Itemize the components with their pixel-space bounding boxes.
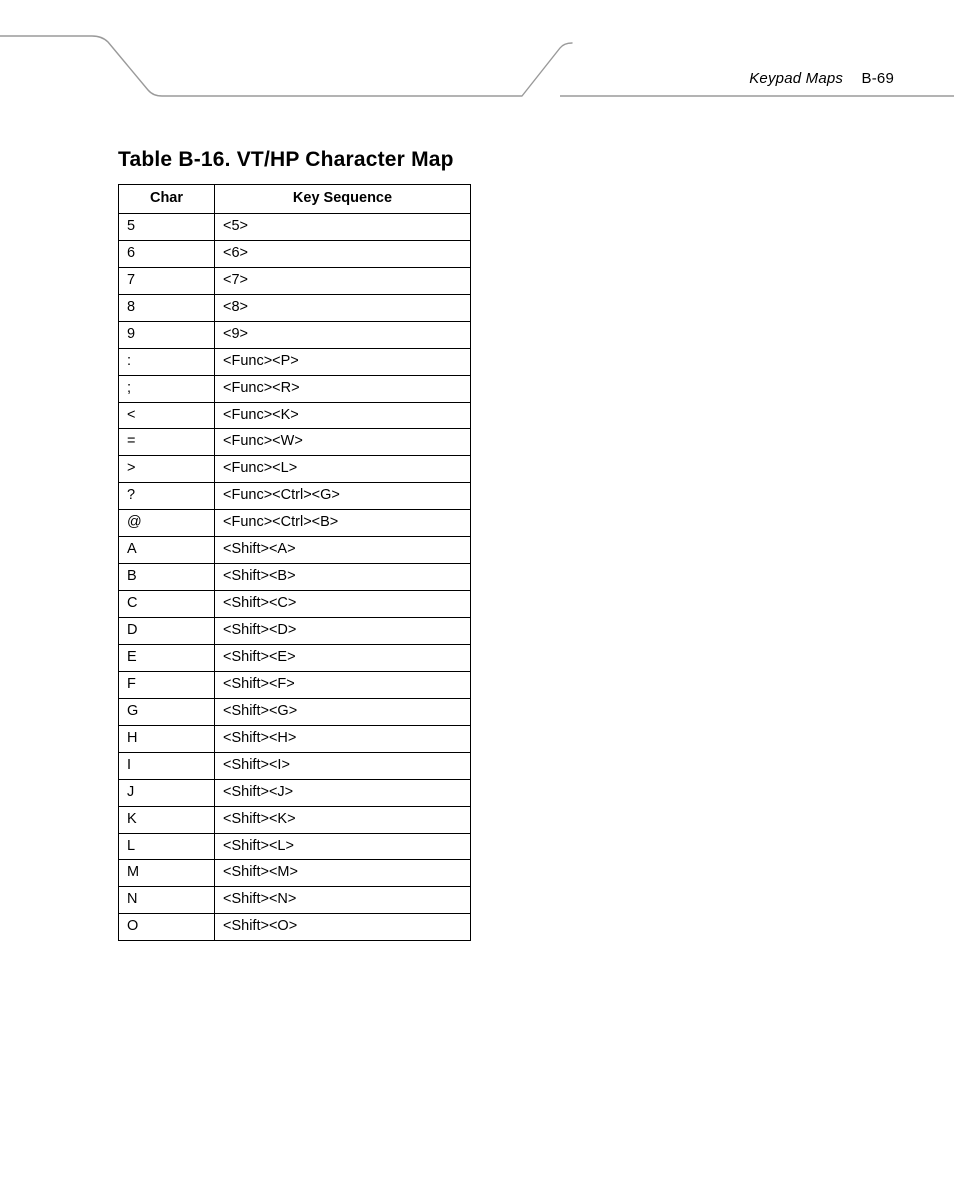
cell-char: > <box>119 456 215 483</box>
table-row: M<Shift><M> <box>119 860 471 887</box>
page-number: B-69 <box>862 70 895 87</box>
section-name: Keypad Maps <box>749 70 843 87</box>
header-rule-icon <box>0 0 954 110</box>
cell-keyseq: <Shift><E> <box>215 644 471 671</box>
cell-keyseq: <5> <box>215 213 471 240</box>
table-row: F<Shift><F> <box>119 671 471 698</box>
cell-keyseq: <Shift><C> <box>215 591 471 618</box>
table-row: K<Shift><K> <box>119 806 471 833</box>
table-row: <<Func><K> <box>119 402 471 429</box>
table-row: H<Shift><H> <box>119 725 471 752</box>
table-row: @<Func><Ctrl><B> <box>119 510 471 537</box>
cell-keyseq: <9> <box>215 321 471 348</box>
cell-keyseq: <Func><L> <box>215 456 471 483</box>
cell-keyseq: <6> <box>215 240 471 267</box>
cell-keyseq: <Func><Ctrl><B> <box>215 510 471 537</box>
table-title: Table B-16. VT/HP Character Map <box>118 148 478 172</box>
cell-keyseq: <Shift><B> <box>215 564 471 591</box>
cell-char: 6 <box>119 240 215 267</box>
cell-char: 8 <box>119 294 215 321</box>
cell-keyseq: <Shift><A> <box>215 537 471 564</box>
cell-char: 7 <box>119 267 215 294</box>
table-row: 9<9> <box>119 321 471 348</box>
table-row: 6<6> <box>119 240 471 267</box>
table-row: G<Shift><G> <box>119 698 471 725</box>
table-row: ?<Func><Ctrl><G> <box>119 483 471 510</box>
cell-char: @ <box>119 510 215 537</box>
cell-char: E <box>119 644 215 671</box>
table-header-row: Char Key Sequence <box>119 185 471 214</box>
cell-keyseq: <Shift><D> <box>215 618 471 645</box>
col-header-char: Char <box>119 185 215 214</box>
running-head: Keypad Maps B-69 <box>749 70 894 87</box>
character-map-table: Char Key Sequence 5<5>6<6>7<7>8<8>9<9>:<… <box>118 184 471 941</box>
cell-keyseq: <7> <box>215 267 471 294</box>
cell-char: J <box>119 779 215 806</box>
cell-keyseq: <Shift><N> <box>215 887 471 914</box>
cell-char: F <box>119 671 215 698</box>
table-row: :<Func><P> <box>119 348 471 375</box>
table-row: 8<8> <box>119 294 471 321</box>
cell-keyseq: <Func><W> <box>215 429 471 456</box>
cell-keyseq: <Shift><M> <box>215 860 471 887</box>
table-row: 5<5> <box>119 213 471 240</box>
cell-keyseq: <Shift><K> <box>215 806 471 833</box>
cell-char: M <box>119 860 215 887</box>
cell-char: I <box>119 752 215 779</box>
cell-char: B <box>119 564 215 591</box>
table-row: O<Shift><O> <box>119 914 471 941</box>
cell-keyseq: <Shift><F> <box>215 671 471 698</box>
table-row: N<Shift><N> <box>119 887 471 914</box>
cell-char: L <box>119 833 215 860</box>
cell-char: ; <box>119 375 215 402</box>
cell-keyseq: <Func><K> <box>215 402 471 429</box>
cell-keyseq: <8> <box>215 294 471 321</box>
table-row: ><Func><L> <box>119 456 471 483</box>
table-row: E<Shift><E> <box>119 644 471 671</box>
cell-char: D <box>119 618 215 645</box>
cell-keyseq: <Shift><H> <box>215 725 471 752</box>
cell-keyseq: <Func><Ctrl><G> <box>215 483 471 510</box>
page: Keypad Maps B-69 Table B-16. VT/HP Chara… <box>0 0 954 1202</box>
cell-char: 5 <box>119 213 215 240</box>
table-row: A<Shift><A> <box>119 537 471 564</box>
cell-char: : <box>119 348 215 375</box>
table-row: D<Shift><D> <box>119 618 471 645</box>
cell-char: 9 <box>119 321 215 348</box>
cell-char: G <box>119 698 215 725</box>
table-row: J<Shift><J> <box>119 779 471 806</box>
cell-keyseq: <Shift><G> <box>215 698 471 725</box>
table-row: L<Shift><L> <box>119 833 471 860</box>
cell-char: < <box>119 402 215 429</box>
cell-keyseq: <Func><P> <box>215 348 471 375</box>
cell-keyseq: <Shift><O> <box>215 914 471 941</box>
cell-keyseq: <Func><R> <box>215 375 471 402</box>
cell-char: N <box>119 887 215 914</box>
cell-char: H <box>119 725 215 752</box>
cell-char: O <box>119 914 215 941</box>
table-row: ;<Func><R> <box>119 375 471 402</box>
cell-char: A <box>119 537 215 564</box>
cell-keyseq: <Shift><J> <box>215 779 471 806</box>
table-row: I<Shift><I> <box>119 752 471 779</box>
table-row: 7<7> <box>119 267 471 294</box>
table-row: =<Func><W> <box>119 429 471 456</box>
cell-char: = <box>119 429 215 456</box>
table-row: C<Shift><C> <box>119 591 471 618</box>
content: Table B-16. VT/HP Character Map Char Key… <box>118 148 478 941</box>
cell-char: ? <box>119 483 215 510</box>
col-header-keyseq: Key Sequence <box>215 185 471 214</box>
cell-keyseq: <Shift><L> <box>215 833 471 860</box>
table-row: B<Shift><B> <box>119 564 471 591</box>
cell-keyseq: <Shift><I> <box>215 752 471 779</box>
cell-char: C <box>119 591 215 618</box>
cell-char: K <box>119 806 215 833</box>
